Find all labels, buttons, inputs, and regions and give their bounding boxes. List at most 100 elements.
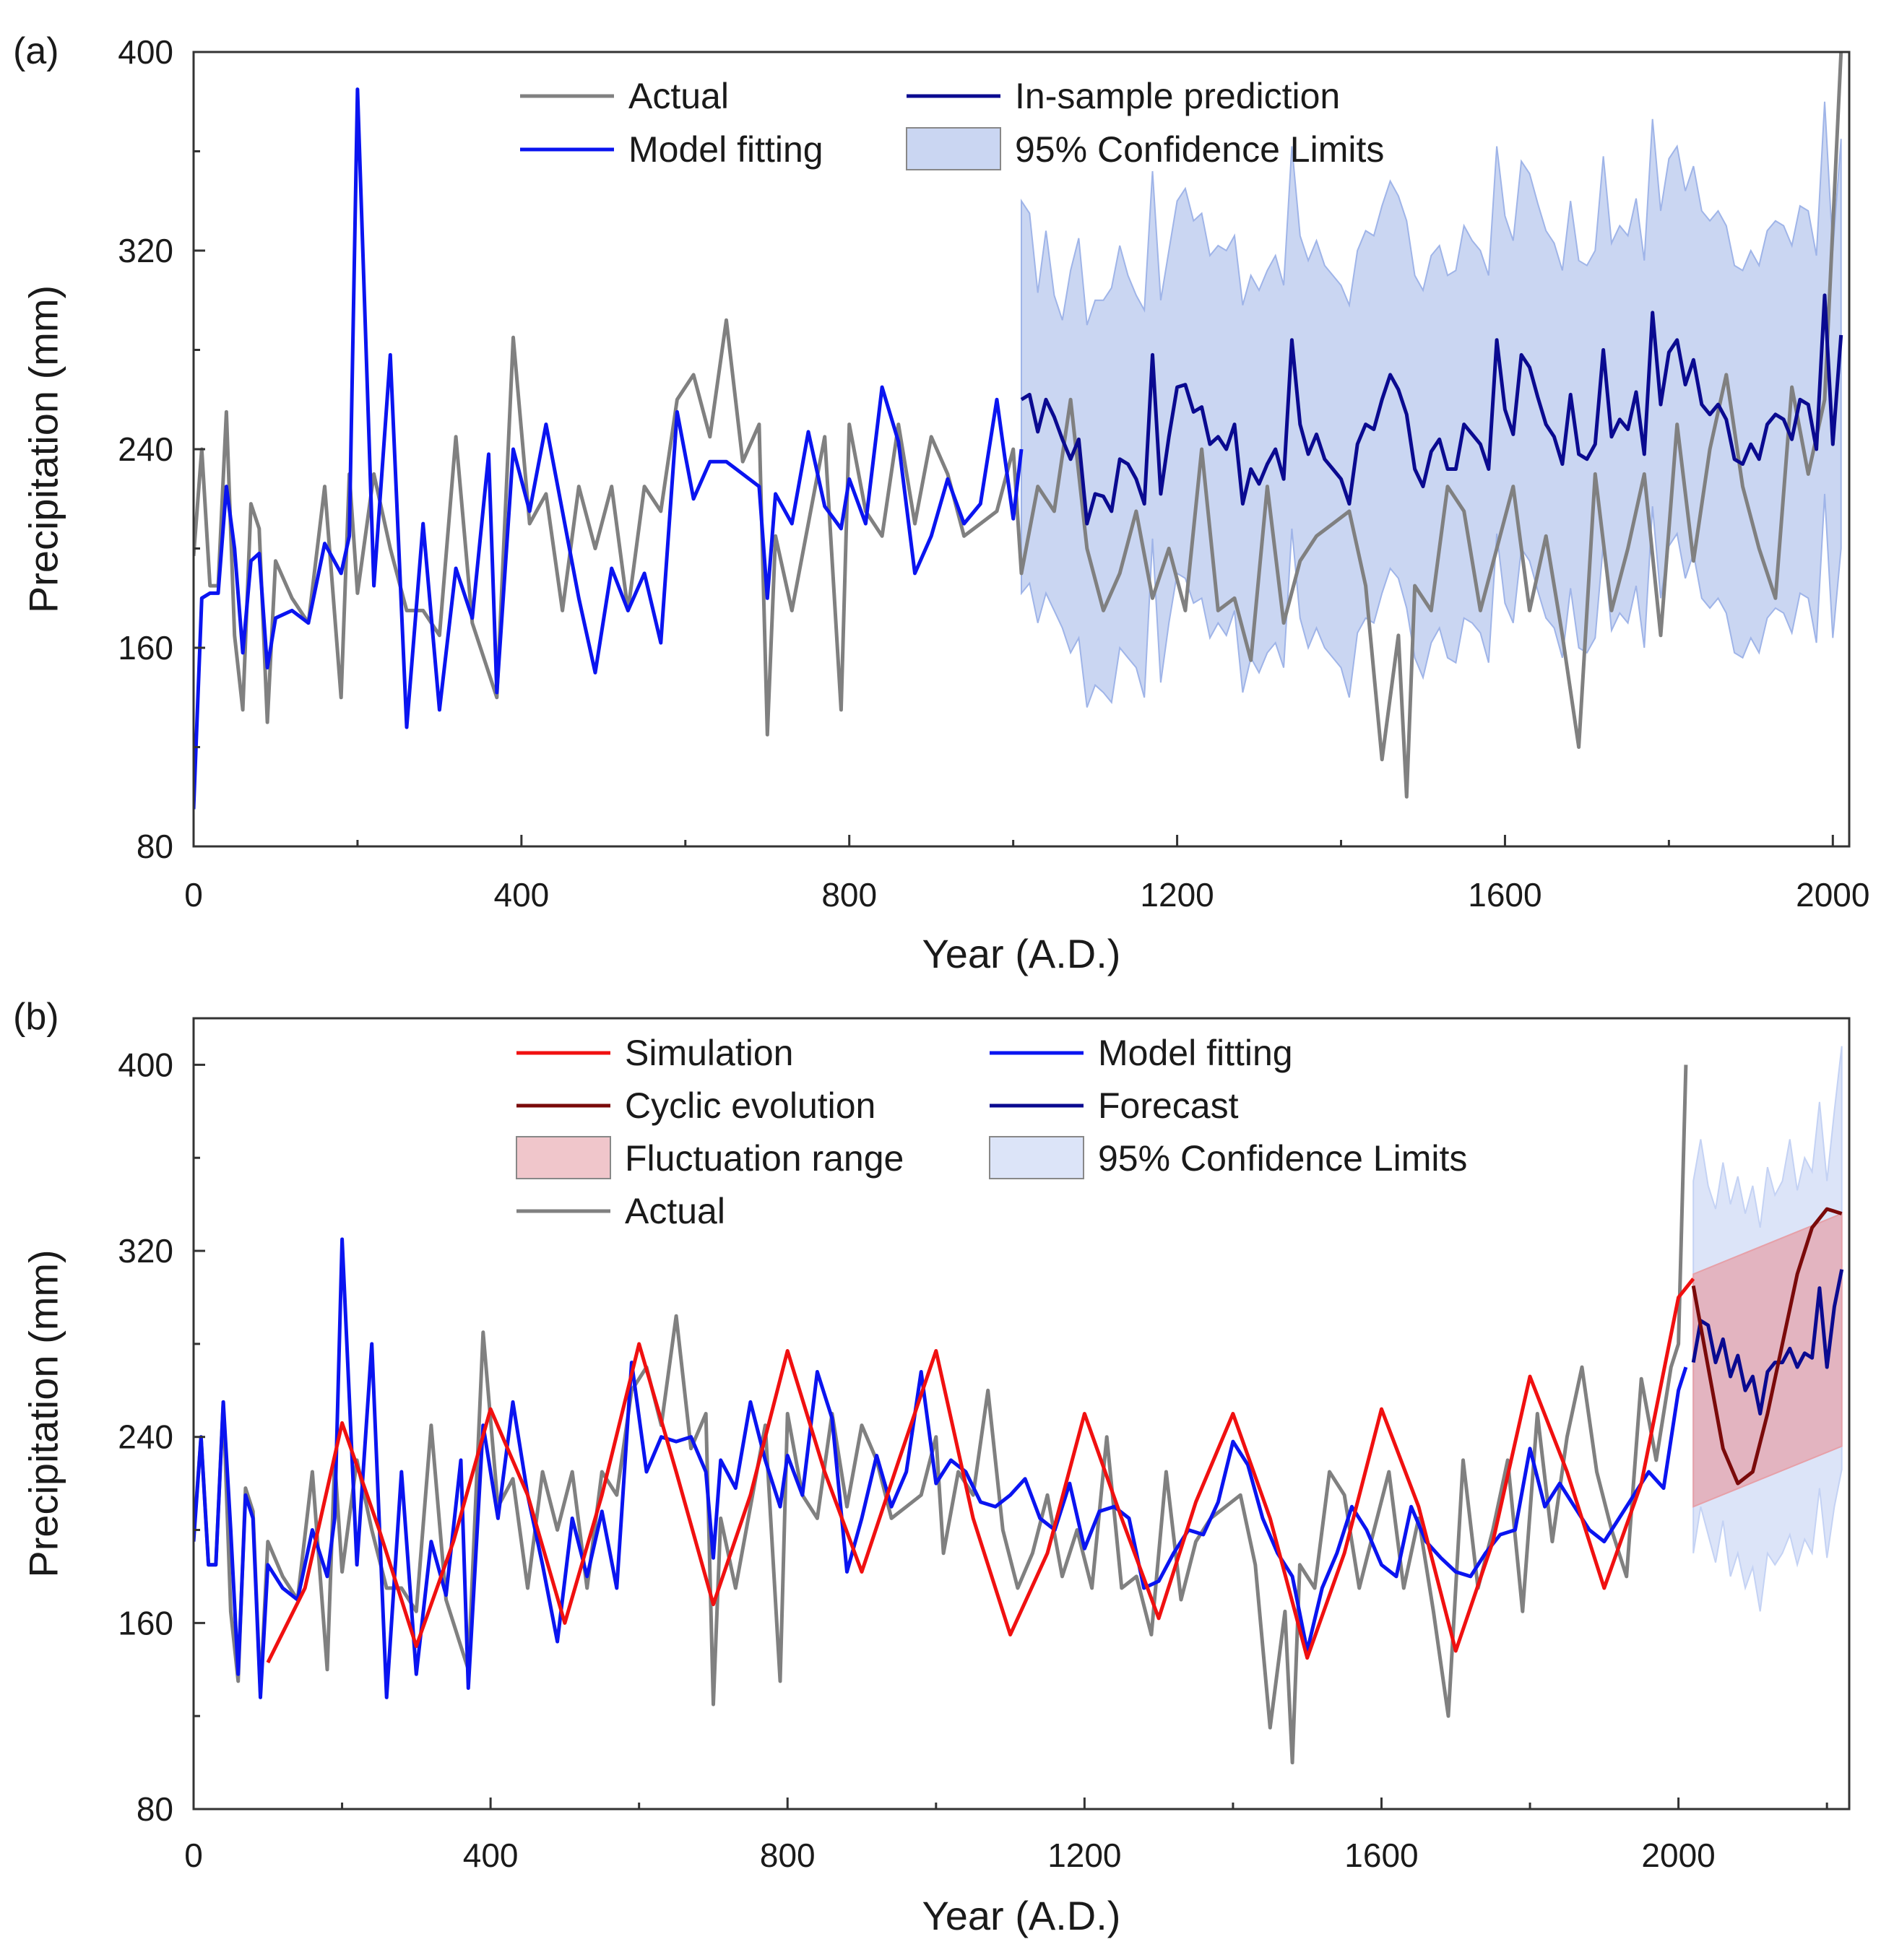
- data-point-model: [898, 441, 899, 442]
- data-point-insample: [1546, 424, 1547, 425]
- data-point-actual: [1685, 1064, 1686, 1065]
- data-point-insample: [1021, 399, 1022, 400]
- data-point-actual: [1234, 598, 1235, 599]
- y-tick-label: 80: [137, 1790, 173, 1828]
- data-point-model: [1685, 1367, 1686, 1368]
- data-point-model: [209, 593, 210, 594]
- data-point-model: [267, 1564, 268, 1565]
- data-point-actual: [488, 672, 489, 673]
- data-point-actual: [921, 1495, 922, 1496]
- data-point-model: [371, 1343, 372, 1344]
- data-point-actual: [312, 1472, 313, 1473]
- series-line-simulation: [266, 1278, 1695, 1664]
- data-point-model: [357, 1564, 358, 1565]
- data-point-insample: [1160, 493, 1161, 494]
- data-point-actual: [1522, 1611, 1523, 1612]
- data-point-simulation: [676, 1472, 677, 1473]
- x-tick-label: 400: [493, 876, 549, 914]
- data-point-insample: [1767, 424, 1768, 425]
- data-point-actual: [439, 635, 440, 636]
- data-point-actual: [735, 1588, 736, 1589]
- data-point-forecast: [1827, 1367, 1828, 1368]
- data-point-insample: [1808, 404, 1809, 405]
- data-point-simulation: [490, 1409, 491, 1410]
- data-point-actual: [562, 610, 563, 611]
- data-point-model: [267, 667, 268, 668]
- y-tick-label: 80: [137, 828, 173, 865]
- data-point-actual: [1240, 1495, 1241, 1496]
- plot-area: [194, 1046, 1844, 1765]
- data-point-model: [906, 1472, 907, 1473]
- data-point-model: [349, 536, 350, 537]
- series-line-model: [194, 87, 1024, 810]
- data-point-model: [456, 568, 457, 569]
- data-point-insample: [1472, 434, 1473, 435]
- data-point-simulation: [1693, 1278, 1694, 1279]
- data-point-insample: [1652, 312, 1653, 313]
- data-point-model: [545, 424, 546, 425]
- data-point-model: [1129, 1518, 1130, 1519]
- data-point-actual: [987, 1390, 988, 1391]
- data-point-actual: [824, 436, 825, 437]
- data-point-actual: [1775, 598, 1776, 599]
- data-point-insample: [1144, 503, 1145, 504]
- axes-frame: [192, 1017, 1851, 1811]
- data-point-simulation: [1084, 1413, 1085, 1414]
- data-point-actual: [693, 374, 694, 375]
- data-point-actual: [324, 486, 325, 487]
- data-point-model: [234, 548, 235, 549]
- data-point-insample: [1062, 439, 1063, 440]
- data-point-actual: [496, 697, 497, 698]
- legend-label-actual: Actual: [625, 1191, 725, 1231]
- data-point-actual: [1382, 759, 1383, 760]
- series-line-insample: [1020, 293, 1843, 526]
- legend-label-ci: 95% Confidence Limits: [1015, 129, 1384, 170]
- x-axis-label: Year (A.D.): [922, 931, 1121, 976]
- data-point-model: [726, 461, 727, 462]
- data-point-actual: [1791, 387, 1792, 388]
- data-point-actual: [750, 1506, 751, 1507]
- data-point-cyclic: [1752, 1472, 1753, 1473]
- data-point-simulation: [1195, 1501, 1196, 1502]
- data-point-actual: [1388, 1472, 1389, 1473]
- data-point-model: [275, 617, 276, 618]
- data-point-actual: [765, 1425, 766, 1426]
- data-point-actual: [1195, 1541, 1196, 1542]
- data-point-model: [921, 1371, 922, 1372]
- data-point-actual: [1329, 1472, 1330, 1473]
- data-point-actual: [1201, 449, 1202, 450]
- data-point-actual: [357, 593, 358, 594]
- data-point-actual: [1225, 1506, 1226, 1507]
- x-tick-label: 1600: [1468, 876, 1541, 914]
- data-point-actual: [882, 536, 883, 537]
- data-point-model: [1232, 1441, 1233, 1442]
- data-point-insample: [1390, 374, 1391, 375]
- data-point-actual: [1047, 1495, 1048, 1496]
- y-tick-label: 400: [118, 1046, 173, 1083]
- data-point-model: [1530, 1448, 1531, 1449]
- data-point-insample: [1537, 396, 1538, 397]
- data-point-actual: [275, 560, 276, 561]
- data-point-actual: [1086, 548, 1087, 549]
- data-point-model: [787, 1455, 788, 1456]
- data-point-model: [817, 1371, 818, 1372]
- data-point-insample: [1046, 399, 1047, 400]
- data-point-model: [980, 503, 981, 504]
- x-tick-label: 1200: [1140, 876, 1214, 914]
- x-tick-label: 0: [184, 1837, 203, 1874]
- data-point-model: [780, 1506, 781, 1507]
- data-point-actual: [341, 697, 342, 698]
- data-point-actual: [1567, 1436, 1568, 1437]
- data-point-insample: [1357, 444, 1358, 445]
- panel-label: (b): [13, 996, 59, 1038]
- data-point-actual: [1292, 1762, 1293, 1763]
- data-point-forecast: [1723, 1339, 1724, 1340]
- data-point-insample: [1210, 444, 1211, 445]
- data-point-forecast: [1752, 1376, 1753, 1377]
- data-point-cyclic: [1767, 1413, 1768, 1414]
- data-point-model: [1218, 1501, 1219, 1502]
- data-point-simulation: [527, 1495, 528, 1496]
- data-point-simulation: [453, 1541, 454, 1542]
- data-point-model: [386, 1697, 387, 1698]
- data-point-model: [357, 89, 358, 90]
